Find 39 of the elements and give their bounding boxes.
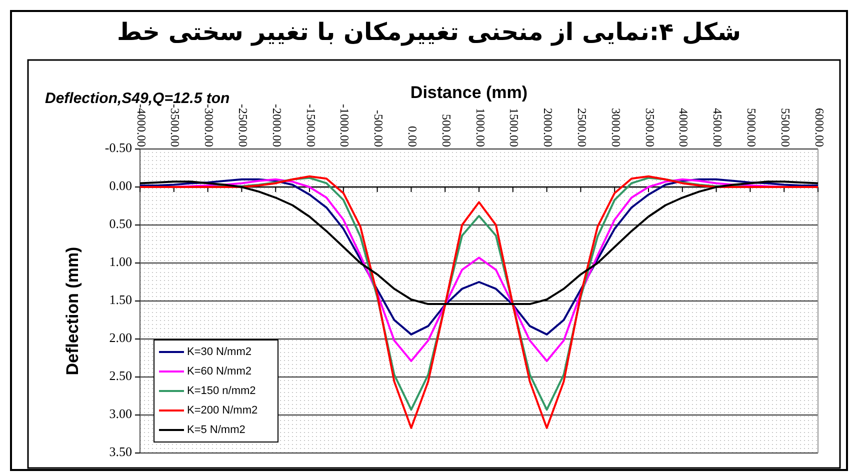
x-tick-label: 4000.00 xyxy=(676,108,691,147)
y-axis-title: Deflection (mm) xyxy=(63,246,82,376)
x-tick-label: 500.00 xyxy=(439,114,454,147)
x-tick-label: -1500.00 xyxy=(304,104,318,147)
y-tick-label: 3.50 xyxy=(109,444,132,459)
x-tick-label: 1500.00 xyxy=(507,108,522,147)
x-tick-label: -2500.00 xyxy=(236,104,250,147)
legend-label: K=30 N/mm2 xyxy=(187,346,252,358)
legend-label: K=150 n/mm2 xyxy=(187,384,256,397)
y-tick-label: -0.50 xyxy=(104,140,132,155)
y-tick-label: 1.00 xyxy=(109,254,132,269)
legend-label: K=5 N/mm2 xyxy=(187,424,246,436)
y-tick-label: 1.50 xyxy=(109,292,132,307)
x-tick-label: 1000.00 xyxy=(473,108,488,147)
x-tick-label: -4000.00 xyxy=(134,104,148,147)
x-tick-label: -1000.00 xyxy=(338,104,352,147)
x-tick-label: 2000.00 xyxy=(541,108,556,147)
y-tick-label: 2.00 xyxy=(109,330,132,345)
legend-label: K=200 N/mm2 xyxy=(187,404,258,416)
x-tick-label: 6000.00 xyxy=(812,108,826,147)
x-tick-label: 3000.00 xyxy=(608,108,623,147)
legend-label: K=60 N/mm2 xyxy=(187,365,252,378)
x-tick-label: 5500.00 xyxy=(778,108,792,147)
x-tick-label: -3500.00 xyxy=(168,104,182,147)
x-tick-label: 0.00 xyxy=(405,126,420,147)
y-tick-label: 0.00 xyxy=(109,178,132,193)
chart-title: شکل ۴:نمایی از منحنی تغییرمکان با تغییر سختی خط xyxy=(116,18,742,46)
text: Deflection,S49,Q=12.5 ton xyxy=(45,90,230,107)
x-tick-label: 2500.00 xyxy=(574,108,589,147)
x-axis-title: Distance (mm) xyxy=(410,83,528,102)
x-tick-label: -2000.00 xyxy=(270,104,284,147)
x-tick-label: -500.00 xyxy=(372,110,386,147)
y-tick-label: 3.00 xyxy=(109,406,132,421)
x-tick-label: 3500.00 xyxy=(642,108,657,147)
x-tick-label: 5000.00 xyxy=(744,108,758,147)
x-tick-label: 4500.00 xyxy=(710,108,725,147)
y-tick-label: 2.50 xyxy=(109,368,132,383)
x-tick-label: -3000.00 xyxy=(202,104,216,147)
y-tick-label: 0.50 xyxy=(109,216,132,231)
